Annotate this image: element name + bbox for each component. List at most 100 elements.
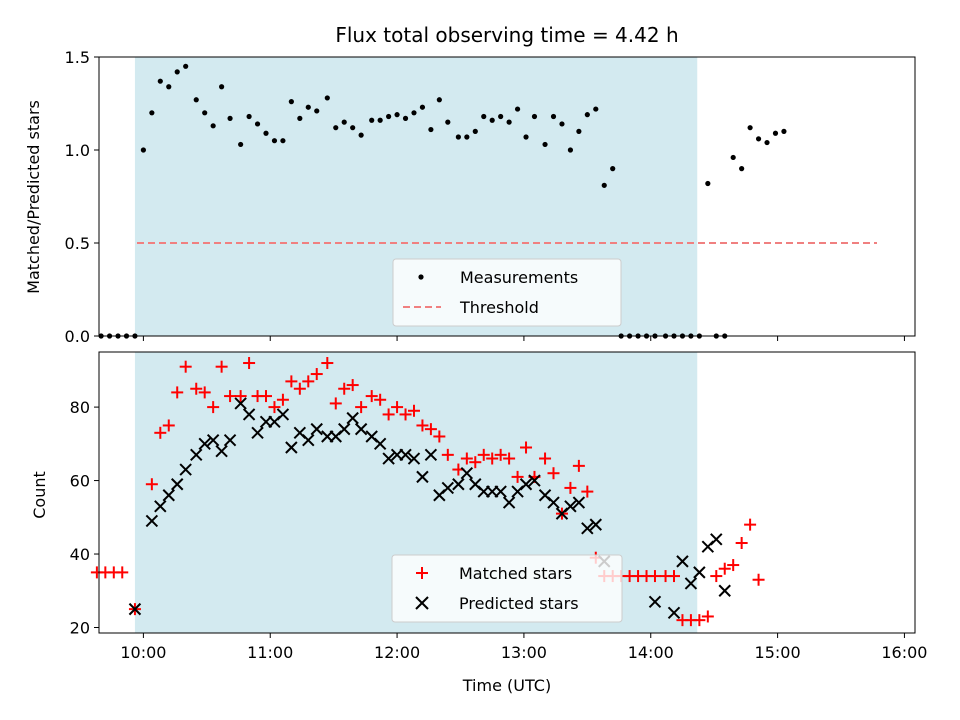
matched-star-point bbox=[224, 390, 237, 403]
matched-star-point bbox=[154, 426, 167, 439]
predicted-star-point bbox=[502, 496, 516, 509]
predicted-star-point bbox=[572, 496, 586, 509]
matched-star-point bbox=[215, 360, 228, 373]
predicted-star-point bbox=[581, 522, 594, 535]
matched-star-point bbox=[564, 481, 577, 494]
matched-star-point bbox=[416, 419, 429, 432]
predicted-star-point bbox=[346, 411, 359, 425]
measurement-point bbox=[227, 115, 233, 121]
matched-star-point bbox=[179, 360, 192, 373]
matched-star-point bbox=[116, 566, 129, 579]
measurements-legend-marker bbox=[418, 274, 424, 280]
top-legend-box bbox=[392, 258, 622, 327]
predicted-star-point bbox=[354, 422, 368, 436]
matched-star-point bbox=[198, 386, 211, 399]
top-axes-frame bbox=[98, 56, 916, 337]
predicted-star-point bbox=[234, 397, 247, 410]
measurement-point bbox=[324, 95, 330, 101]
top-y-axis-label: Matched/Predicted stars bbox=[24, 100, 43, 294]
measurement-point bbox=[498, 113, 504, 120]
x-axis-label: Time (UTC) bbox=[462, 676, 551, 695]
bottom-axes-frame bbox=[98, 351, 916, 634]
measurement-point bbox=[280, 138, 286, 144]
matched-star-point bbox=[171, 386, 184, 399]
bottom-y-ticks: 20 40 60 80 bbox=[70, 398, 99, 637]
matched-star-point bbox=[321, 357, 334, 370]
matched-star-point bbox=[391, 401, 404, 414]
predicted-star-point bbox=[528, 474, 541, 487]
x-tick-label: 11:00 bbox=[247, 643, 293, 662]
measurement-point bbox=[263, 130, 269, 136]
predicted-star-point bbox=[424, 448, 438, 462]
matched-star-point bbox=[648, 570, 661, 583]
measurement-point bbox=[369, 117, 375, 123]
y-tick-label: 40 bbox=[70, 545, 90, 564]
measurement-point bbox=[341, 119, 347, 125]
measurement-point bbox=[157, 78, 163, 84]
measurement-point bbox=[238, 141, 244, 148]
measurement-point bbox=[576, 128, 582, 134]
matched-star-point bbox=[399, 408, 412, 421]
matched-star-point bbox=[243, 357, 256, 370]
matched-star-point bbox=[268, 401, 281, 414]
x-tick-label: 15:00 bbox=[755, 643, 801, 662]
measurement-point bbox=[350, 125, 356, 131]
measurement-point bbox=[455, 134, 461, 140]
matched-star-point bbox=[460, 452, 473, 465]
matched-star-point bbox=[338, 382, 351, 395]
chart-title: Flux total observing time = 4.42 h bbox=[335, 23, 678, 47]
matched-star-point bbox=[293, 382, 306, 395]
predicted-star-point bbox=[223, 433, 237, 447]
predicted-star-point bbox=[519, 478, 533, 491]
measurement-point bbox=[411, 110, 417, 116]
measurement-point bbox=[705, 180, 711, 187]
x-tick-label: 13:00 bbox=[501, 643, 547, 662]
matched-star-point bbox=[382, 408, 395, 421]
matched-star-point bbox=[441, 448, 454, 461]
predicted-star-point bbox=[667, 606, 681, 620]
predicted-stars-legend-marker bbox=[415, 596, 429, 610]
measurement-point bbox=[149, 110, 155, 116]
measurement-point bbox=[781, 128, 787, 134]
predicted-star-point bbox=[251, 426, 264, 440]
measurement-point bbox=[174, 69, 180, 75]
measurement-point bbox=[394, 112, 400, 118]
measurement-point bbox=[358, 132, 364, 138]
measurement-point bbox=[166, 84, 172, 90]
measurement-point bbox=[436, 97, 442, 103]
measurement-point bbox=[210, 123, 216, 129]
measurement-point bbox=[305, 104, 311, 110]
legend-measurements: Measurements bbox=[460, 268, 578, 287]
measurement-point bbox=[254, 121, 261, 127]
top-y-ticks: 0.0 0.5 1.0 1.5 bbox=[65, 48, 99, 346]
predicted-star-point bbox=[648, 595, 662, 608]
matched-star-point bbox=[424, 423, 437, 436]
matched-star-point bbox=[710, 570, 723, 583]
measurement-point bbox=[183, 63, 189, 69]
measurement-point bbox=[202, 110, 208, 116]
matched-star-point bbox=[162, 419, 175, 432]
measurement-point bbox=[419, 104, 426, 110]
matched-star-point bbox=[407, 404, 420, 417]
measurement-point bbox=[297, 115, 303, 121]
predicted-star-point bbox=[162, 489, 175, 502]
top-x-ticks bbox=[142, 336, 905, 341]
measurement-point bbox=[593, 106, 599, 112]
measurement-point bbox=[472, 128, 478, 134]
predicted-star-point bbox=[460, 467, 474, 480]
measurement-point bbox=[584, 112, 590, 118]
matched-star-point bbox=[469, 456, 482, 469]
matched-star-point bbox=[668, 570, 681, 583]
measurement-point bbox=[445, 119, 451, 125]
predicted-star-point bbox=[693, 566, 706, 579]
matched-star-point bbox=[207, 401, 220, 414]
matched-star-point bbox=[310, 368, 323, 381]
matched-star-point bbox=[477, 448, 490, 461]
bottom-legend-box bbox=[391, 554, 623, 623]
top-panel: 0.0 0.5 1.0 1.5 Matched/Predicted stars Mea… bbox=[24, 48, 916, 346]
measurement-point bbox=[377, 117, 383, 123]
matched-star-point bbox=[701, 610, 714, 623]
predicted-star-point bbox=[145, 514, 159, 528]
measurement-point bbox=[523, 134, 529, 140]
